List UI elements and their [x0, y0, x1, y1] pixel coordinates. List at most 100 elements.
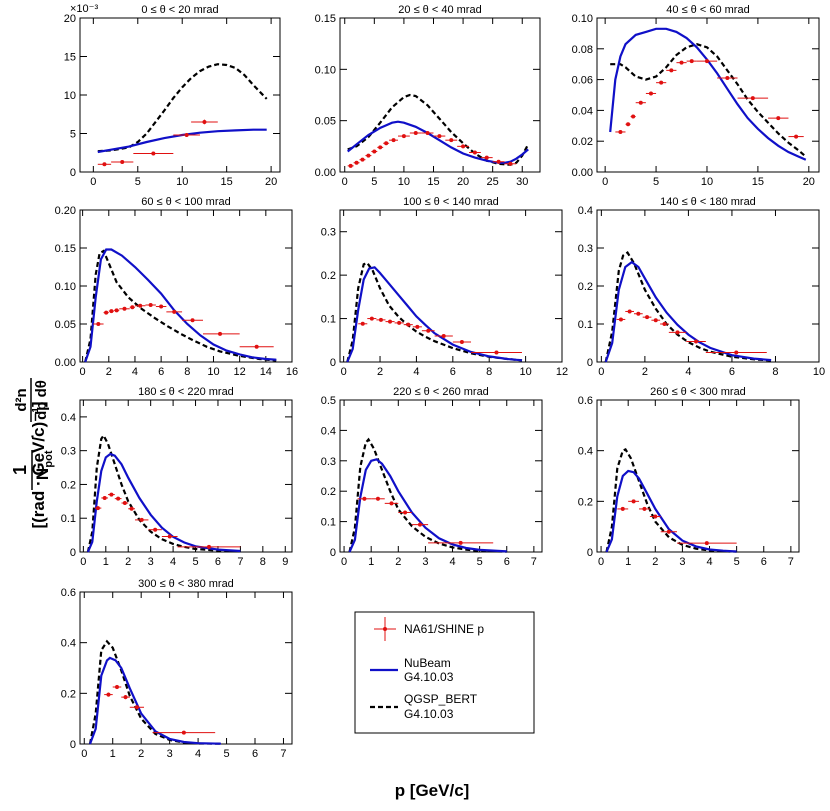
y-tick-label: 0.15 — [315, 13, 336, 25]
ylabel-denominator: N — [33, 468, 52, 480]
ylabel-units: [(rad · GeV/c)⁻¹] — [29, 401, 48, 528]
data-point — [184, 133, 189, 138]
data-point — [123, 695, 128, 700]
data-point — [389, 501, 394, 506]
data-point — [472, 150, 477, 155]
x-tick-label: 0 — [81, 748, 87, 760]
data-point — [484, 155, 489, 160]
panel-title: 20 ≤ θ < 40 mrad — [398, 4, 481, 16]
data-point — [459, 340, 464, 345]
x-tick-label: 5 — [192, 556, 198, 568]
y-tick-label: 0.6 — [578, 395, 593, 407]
y-axis-label-fraction: 1 N pot — [10, 450, 55, 490]
x-tick-label: 7 — [531, 556, 537, 568]
legend-data-label: NA61/SHINE p — [404, 622, 484, 636]
data-point — [378, 145, 383, 150]
y-axis-label-derivative: d²n dp dθ — [13, 378, 50, 422]
legend-qgsp-label-1: QGSP_BERT — [404, 692, 478, 706]
data-point — [441, 333, 446, 338]
data-point — [122, 306, 127, 311]
data-point — [653, 318, 658, 323]
data-point — [642, 506, 647, 511]
data-point — [116, 496, 121, 501]
data-point — [254, 344, 259, 349]
data-point — [372, 149, 377, 154]
data-point — [106, 692, 111, 697]
panel-6: 140 ≤ θ < 180 mrad 0 2 4 6 8 10 0 0.1 0.2 0.3 0.4 — [578, 196, 825, 378]
x-tick-label: 5 — [223, 748, 229, 760]
data-point — [167, 534, 172, 539]
data-point — [181, 730, 186, 735]
x-tick-label: 10 — [701, 176, 713, 188]
y-tick-label: 0.06 — [572, 75, 593, 87]
nubeam-curve — [346, 266, 523, 363]
x-tick-label: 8 — [772, 366, 778, 378]
y-tick-label: 0 — [70, 167, 76, 179]
data-point — [494, 350, 499, 355]
data-point — [109, 492, 114, 497]
data-point — [120, 159, 125, 164]
data-point — [631, 114, 636, 119]
plot-frame — [79, 209, 293, 363]
plot-frame — [79, 399, 293, 553]
y-tick-label: 10 — [64, 90, 76, 102]
y-tick-label: 0.04 — [572, 105, 593, 117]
data-point — [666, 529, 671, 534]
ylabel-dot: · — [24, 434, 40, 439]
x-tick-label: 6 — [504, 556, 510, 568]
y-axis-label: [(rad · GeV/c)⁻¹] — [29, 401, 48, 528]
panel-title: 260 ≤ θ < 300 mrad — [650, 386, 746, 398]
y-tick-label: 0.1 — [578, 319, 593, 331]
data-point — [648, 91, 653, 96]
x-tick-label: 6 — [215, 556, 221, 568]
x-tick-label: 8 — [486, 366, 492, 378]
data-point — [369, 316, 374, 321]
x-tick-label: 20 — [457, 176, 469, 188]
data-point — [675, 330, 680, 335]
x-tick-label: 3 — [148, 556, 154, 568]
x-tick-label: 4 — [170, 556, 176, 568]
data-point — [425, 130, 430, 135]
data-point — [618, 317, 623, 322]
x-tick-label: 0 — [90, 176, 96, 188]
data-point — [620, 506, 625, 511]
x-tick-label: 4 — [685, 366, 691, 378]
data-point — [662, 322, 667, 326]
x-tick-label: 0 — [341, 556, 347, 568]
panel-title: 300 ≤ θ < 380 mrad — [138, 578, 234, 590]
x-tick-label: 5 — [135, 176, 141, 188]
data-point — [415, 324, 420, 329]
x-tick-label: 15 — [221, 176, 233, 188]
data-point — [102, 495, 107, 500]
x-tick-label: 4 — [413, 366, 419, 378]
y-tick-label: 0 — [70, 547, 76, 559]
data-point — [461, 144, 466, 149]
x-tick-label: 12 — [556, 366, 568, 378]
x-tick-label: 5 — [371, 176, 377, 188]
x-tick-label: 2 — [652, 556, 658, 568]
x-tick-label: 0 — [598, 556, 604, 568]
nubeam-curve — [86, 452, 241, 553]
y-tick-label: 0.3 — [321, 456, 336, 468]
x-tick-label: 12 — [234, 366, 246, 378]
data-point — [206, 544, 211, 549]
data-point — [618, 129, 623, 134]
x-tick-label: 2 — [642, 366, 648, 378]
y-tick-label: 0 — [70, 739, 76, 751]
data-point — [138, 303, 143, 308]
data-point — [631, 499, 636, 504]
data-point — [129, 506, 134, 511]
qgsp-curve — [610, 43, 807, 158]
data-point — [362, 496, 367, 501]
panel-title: 140 ≤ θ < 180 mrad — [660, 196, 756, 208]
y-axis-label-dot: · — [24, 434, 40, 439]
y-tick-label: 0.2 — [578, 281, 593, 293]
legend-nubeam-label-2: G4.10.03 — [404, 670, 454, 684]
y-tick-label: 0.1 — [321, 517, 336, 529]
nubeam-curve — [604, 260, 772, 363]
y-tick-label: 0.10 — [55, 281, 76, 293]
qgsp-curve — [86, 433, 241, 553]
data-point — [458, 540, 463, 545]
plot-frame — [339, 17, 541, 173]
